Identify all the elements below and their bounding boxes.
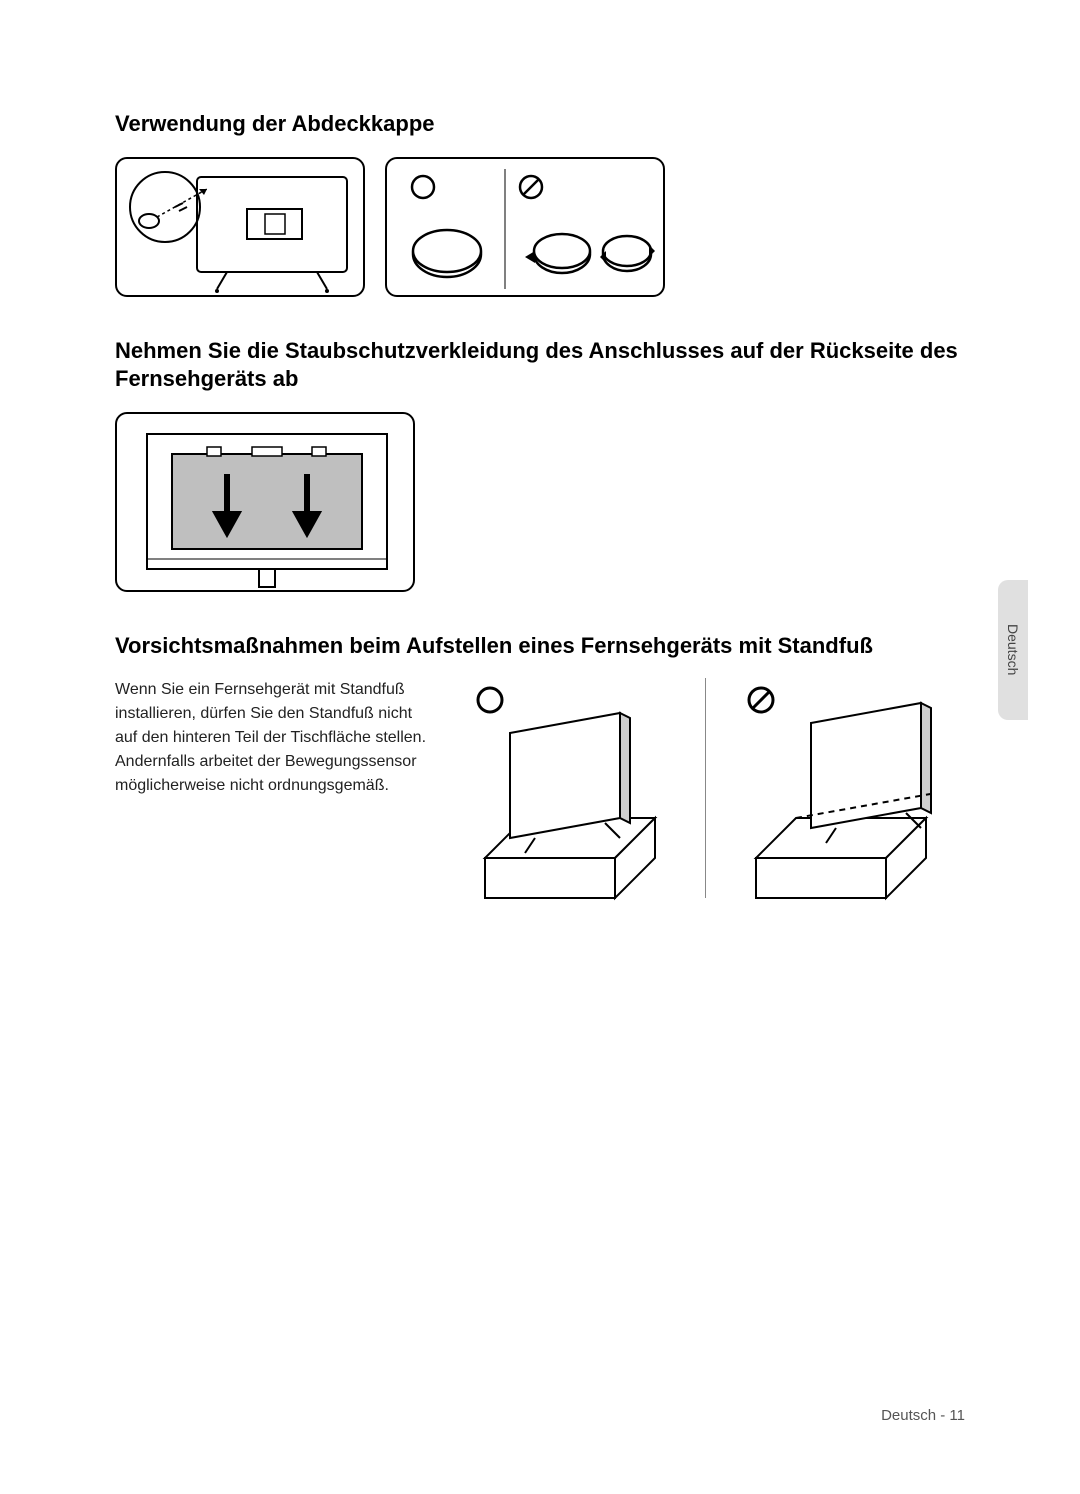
correct-icon [412,176,434,198]
section3-title: Vorsichtsmaßnahmen beim Aufstellen eines… [115,632,965,661]
section1-figures [115,157,965,297]
incorrect-icon [520,176,542,198]
figure-dust-cover-removal [115,412,415,592]
figure-cap-orientation [385,157,665,297]
figure-cover-cap-install [115,157,365,297]
correct-icon [478,688,502,712]
section2-figure-row [115,412,965,592]
language-tab: Deutsch [998,580,1028,720]
language-tab-label: Deutsch [1005,624,1021,675]
section3-content: Wenn Sie ein Fernsehgerät mit Standfuß i… [115,678,965,908]
figure-stand-correct [465,678,675,908]
incorrect-icon [749,688,773,712]
figure-stand-incorrect [736,678,946,908]
section2-title: Nehmen Sie die Staubschutzverkleidung de… [115,337,965,394]
section1-title: Verwendung der Abdeckkappe [115,110,965,139]
section3-body: Wenn Sie ein Fernsehgerät mit Standfuß i… [115,678,435,798]
page-footer: Deutsch - 11 [881,1407,965,1424]
